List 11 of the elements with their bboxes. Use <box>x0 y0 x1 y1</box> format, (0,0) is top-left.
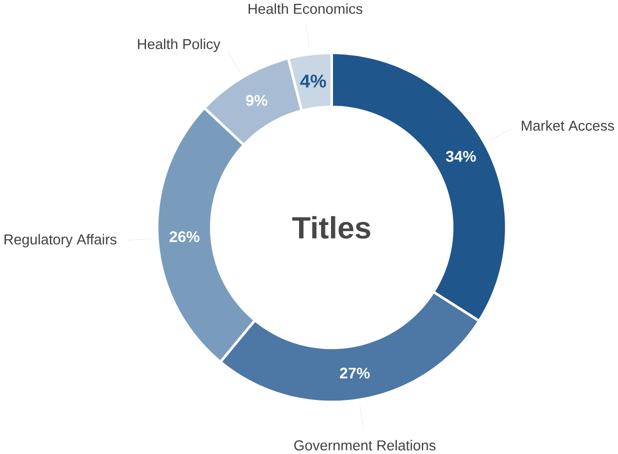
text: Titles <box>292 216 370 239</box>
data-label: 27% <box>340 368 370 379</box>
slice-label: Market Access <box>522 120 614 131</box>
slice-label: Health Economics <box>248 3 362 14</box>
data-label: 34% <box>446 150 476 162</box>
slice-label: Government Relations <box>294 440 436 451</box>
data-label: 4% <box>300 74 326 88</box>
slice-label: Health Policy <box>138 38 220 52</box>
slice-label: Regulatory Affairs <box>4 234 116 248</box>
data-label: 26% <box>170 231 200 242</box>
data-label: 9% <box>246 95 268 106</box>
